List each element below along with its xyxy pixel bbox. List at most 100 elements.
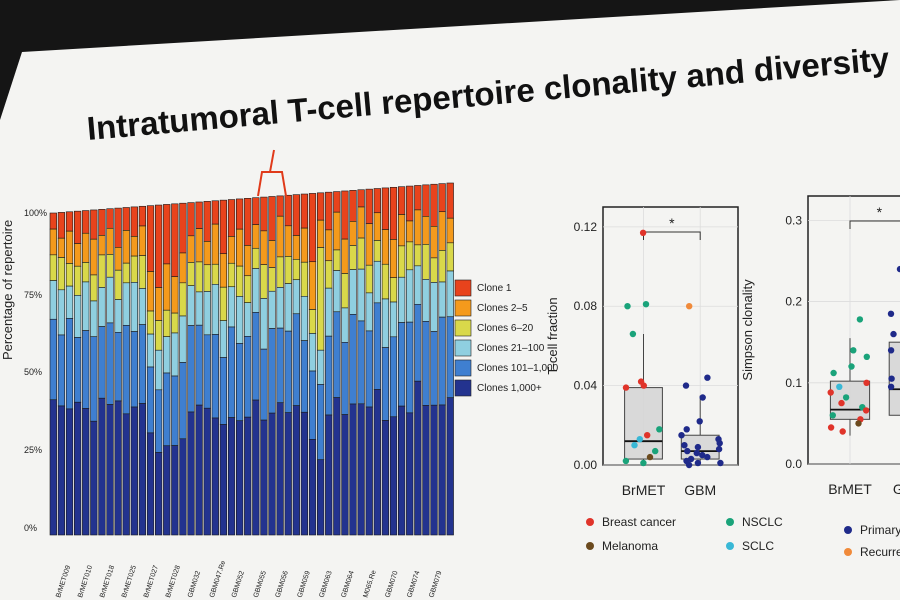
y-tick-label: 0.00 [574, 458, 598, 472]
legend-dot [844, 526, 852, 534]
stacked-bar-segment [195, 404, 203, 536]
stacked-bar-segment [365, 264, 373, 294]
data-point [685, 461, 693, 469]
stacked-bar-segment [65, 285, 74, 319]
stacked-bar-segment [308, 261, 317, 310]
legend-swatch [454, 319, 472, 337]
stacked-bar-segment [49, 254, 57, 281]
legend-label: Melanoma [602, 539, 658, 553]
stacked-bar-segment [373, 188, 381, 214]
stacked-bar-segment [365, 223, 373, 266]
stacked-bar-segment [300, 227, 309, 263]
data-point [848, 363, 855, 370]
stacked-bar-segment [446, 242, 454, 272]
x-tick-label: GBM [684, 482, 716, 498]
stacked-bar-segment [333, 311, 341, 398]
data-point [888, 375, 895, 382]
stacked-bar-segment [236, 420, 244, 536]
stacked-bar-segment [438, 404, 446, 536]
stacked-bar-segment [146, 333, 155, 368]
stacked-bar-segment [90, 274, 98, 302]
data-point [839, 428, 846, 435]
stacked-bar-segment [252, 399, 260, 536]
stacked-bar-segment [341, 307, 349, 343]
stacked-bar-segment [316, 247, 325, 351]
stacked-bar-segment [57, 237, 66, 258]
x-tick-label: BrMET [828, 481, 872, 497]
stacked-bar-segment [381, 187, 390, 230]
stacked-bar-segment [74, 210, 82, 244]
legend-swatch [454, 299, 472, 317]
stacked-bar-segment [276, 402, 284, 536]
stacked-bar-segment [260, 196, 268, 232]
data-point [856, 316, 864, 323]
stacked-bar-segment [155, 320, 163, 351]
stacked-bar-segment [236, 228, 244, 267]
stacked-bar-segment [300, 193, 309, 229]
stacked-bar-segment [236, 265, 244, 297]
data-point [862, 407, 870, 414]
stacked-bar-segment [397, 214, 406, 247]
legend-swatch [454, 379, 472, 397]
y-tick-label: 75% [24, 290, 42, 300]
stacked-bar-segment [74, 243, 82, 267]
stacked-bar-segment [219, 424, 228, 536]
stacked-bar-segment [422, 244, 430, 280]
stacked-bar-segment [82, 330, 90, 409]
data-point [622, 457, 630, 465]
stacked-bar-segment [114, 207, 122, 248]
stacked-bar-segment [365, 188, 373, 225]
stacked-bar-segment [316, 219, 325, 248]
stacked-bar-segment [276, 327, 284, 404]
stacked-bar-segment [292, 258, 300, 281]
data-point [683, 426, 690, 433]
stacked-bar-segment [65, 211, 74, 232]
stacked-bar-segment [179, 362, 187, 440]
stacked-bar-segment [122, 207, 130, 231]
data-point [827, 389, 834, 396]
stacked-bar-segment [349, 190, 357, 222]
stacked-bar-segment [414, 303, 422, 382]
stacked-bar-segment [260, 348, 268, 421]
stacked-bar-segment [65, 263, 74, 287]
stacked-bar-segment [49, 228, 57, 256]
stacked-bar-segment [381, 263, 390, 300]
stacked-bar-segment [163, 204, 171, 265]
stacked-bar-segment [268, 196, 276, 241]
stacked-bar-segment [130, 406, 138, 536]
stacked-bar-segment [227, 326, 236, 418]
stacked-bar-segment [244, 336, 252, 418]
data-point [629, 330, 637, 338]
tcell-fraction-plot: 0.12 0.08 0.04 0.00 T-cell fraction * BrMET GBM [545, 206, 739, 498]
stacked-bar-segment [122, 282, 130, 326]
data-point [887, 383, 895, 390]
stacked-bar-segment [276, 195, 284, 217]
data-point [693, 449, 700, 457]
data-point [887, 310, 895, 317]
stacked-bar-segment [373, 389, 381, 536]
data-point [686, 303, 693, 310]
stacked-bar-segment [211, 200, 219, 225]
stacked-bar-segment [130, 331, 138, 408]
data-point [622, 384, 630, 391]
stacked-bar-segment [397, 322, 406, 407]
stacked-bar-segment [244, 245, 252, 277]
stacked-bar-segment [284, 194, 292, 227]
stacked-bar-segment [227, 262, 236, 288]
data-point [644, 432, 651, 439]
plot-frame [602, 206, 739, 466]
stacked-bar-segment [373, 212, 381, 241]
stacked-bar-segment [357, 237, 365, 270]
x-tick-label: BrMET [622, 482, 666, 498]
stacked-bar-segment [203, 407, 211, 536]
stacked-bar-segment [325, 287, 333, 337]
stacked-bar-segment [203, 291, 211, 336]
stacked-bar-segment [430, 257, 438, 283]
stacked-bar-segment [414, 209, 422, 246]
stacked-bar-segment [106, 227, 114, 255]
data-point [640, 382, 647, 389]
stacked-bar-segment [49, 212, 57, 230]
data-point [863, 353, 870, 360]
stacked-bar-segment [406, 412, 414, 536]
legend-swatch [454, 359, 472, 377]
